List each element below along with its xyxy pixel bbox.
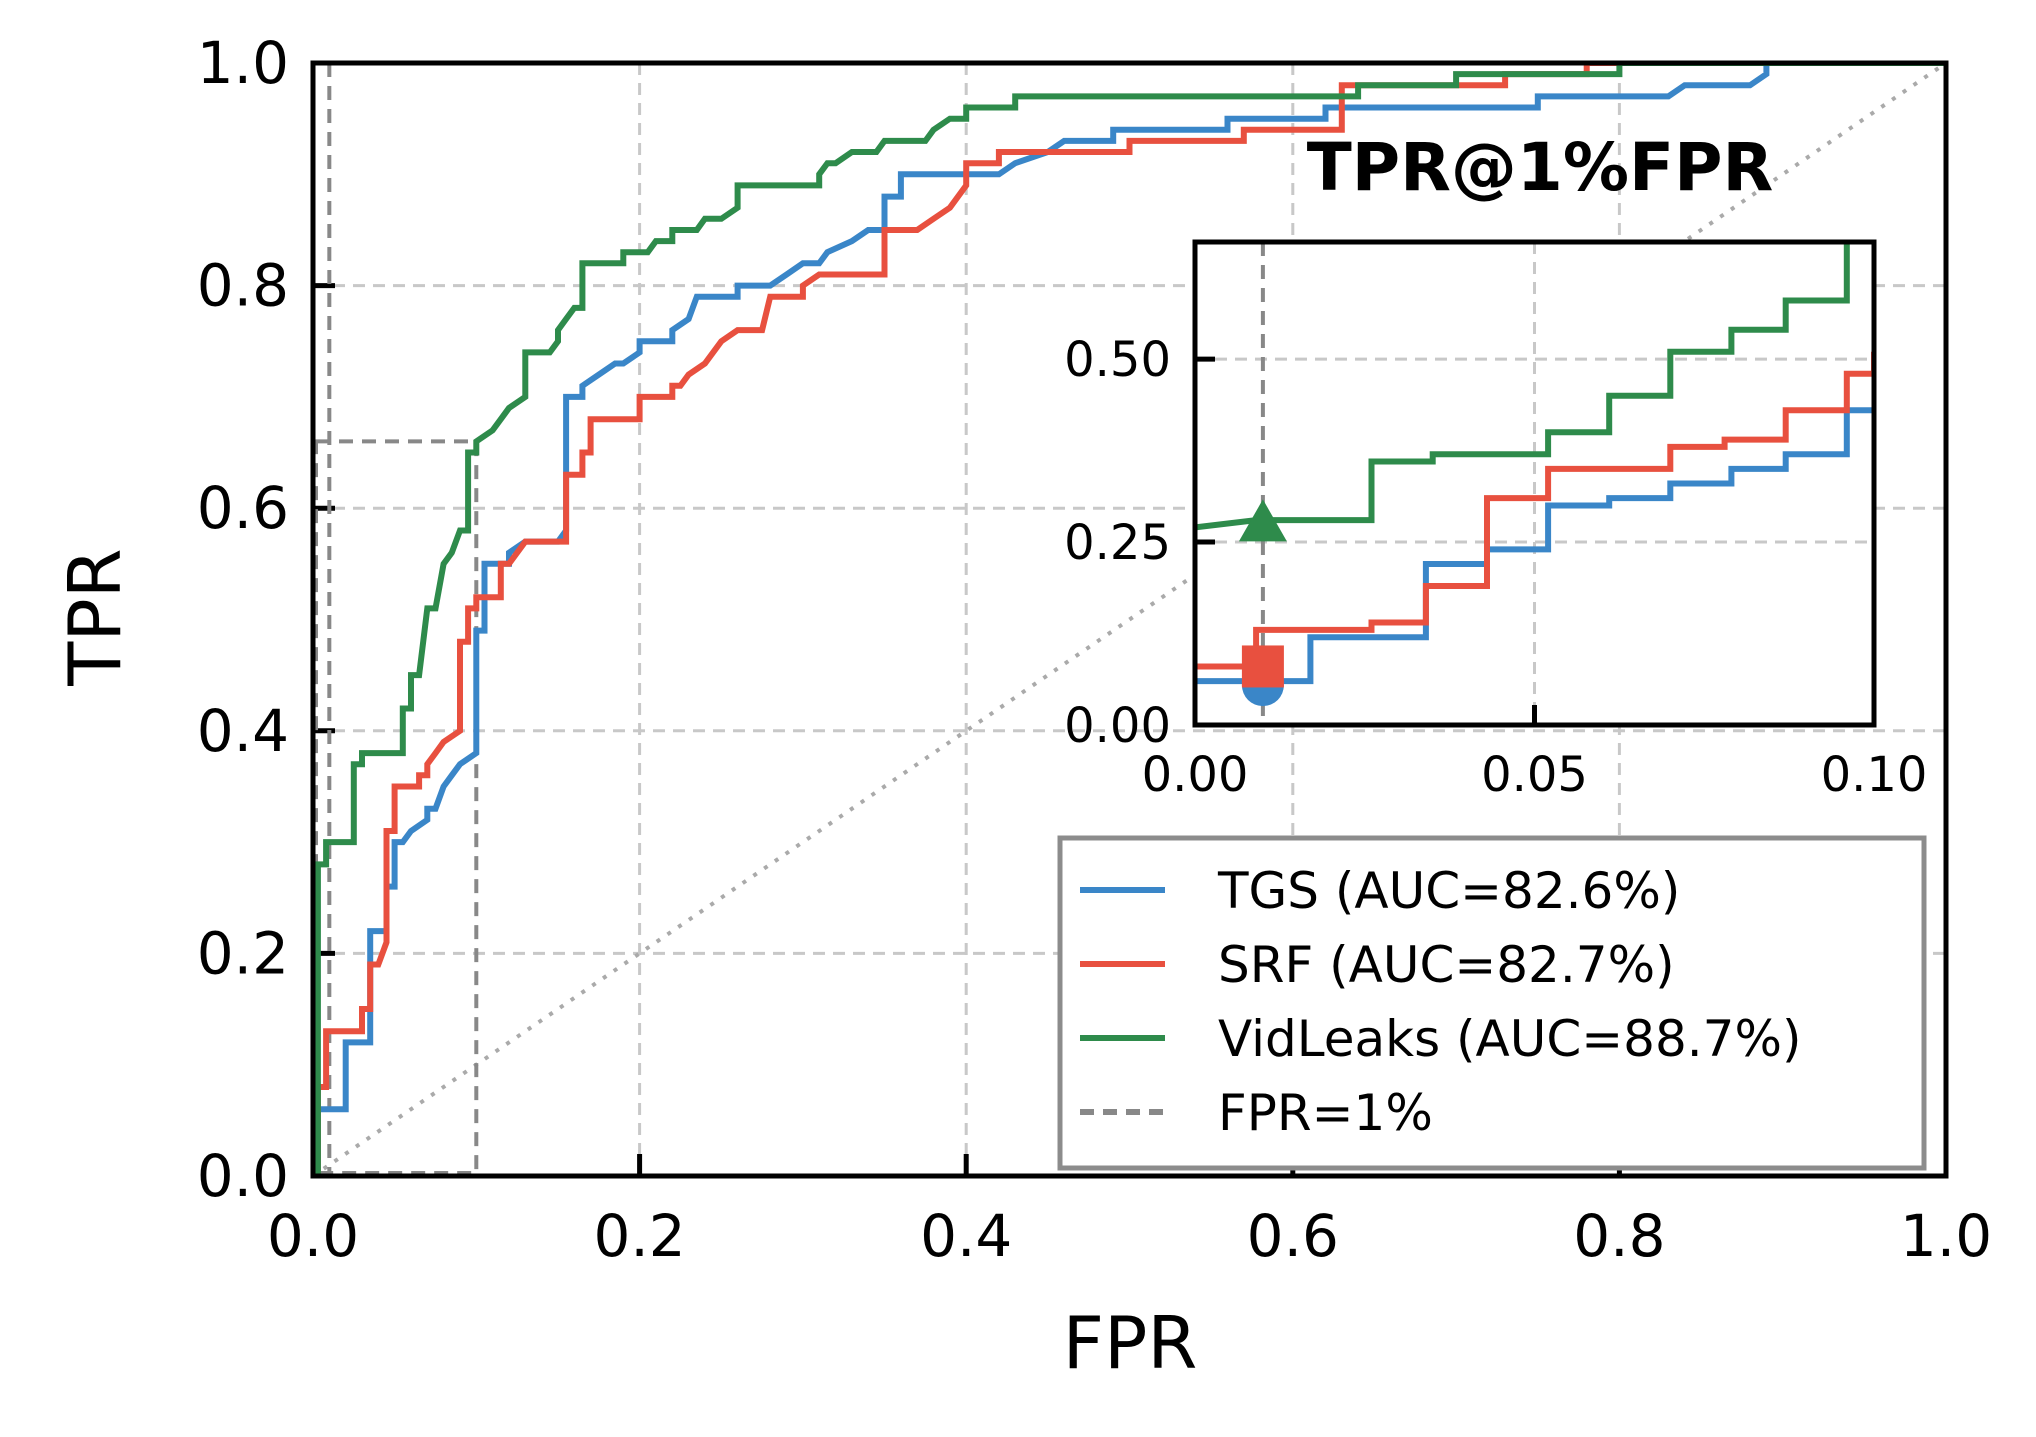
legend-label: TGS (AUC=82.6%) bbox=[1217, 862, 1680, 920]
inset-frame bbox=[1192, 239, 1877, 728]
inset-marker-vidleaks bbox=[1238, 499, 1287, 542]
y-tick-label: 0.6 bbox=[197, 474, 289, 542]
series-line-tgs bbox=[313, 63, 1946, 1176]
inset-x-tick-label: 0.10 bbox=[1821, 747, 1928, 803]
legend-label: VidLeaks (AUC=88.7%) bbox=[1218, 1010, 1801, 1068]
legend-box bbox=[1057, 835, 1927, 1171]
inset-marker-srf bbox=[1241, 645, 1284, 688]
x-tick-label: 0.0 bbox=[267, 1202, 359, 1270]
inset-plot: 0.00 0.05 0.10 0.00 0.25 0.50 bbox=[1064, 239, 1928, 803]
inset-x-tick-label: 0.00 bbox=[1142, 747, 1249, 803]
inset-y-tick-label: 0.25 bbox=[1064, 515, 1171, 571]
plot-frame bbox=[310, 60, 1949, 1179]
x-tick-label: 0.6 bbox=[1247, 1202, 1339, 1270]
y-tick-label: 0.4 bbox=[197, 697, 289, 765]
series-line-vidleaks bbox=[313, 63, 1946, 1176]
y-tick-label: 0.8 bbox=[197, 252, 289, 320]
x-tick-label: 0.2 bbox=[593, 1202, 685, 1270]
inset-series-line-vidleaks bbox=[1195, 242, 1850, 531]
inset-y-tick-label: 0.00 bbox=[1064, 698, 1171, 754]
inset-title: TPR@1%FPR bbox=[1307, 129, 1774, 206]
x-axis-title: FPR bbox=[1063, 1301, 1198, 1385]
x-tick-label: 1.0 bbox=[1900, 1202, 1992, 1270]
legend: TGS (AUC=82.6%) SRF (AUC=82.7%) VidLeaks (… bbox=[1057, 835, 1927, 1171]
chance-line bbox=[313, 63, 1946, 1176]
inset-x-tick-label: 0.05 bbox=[1481, 747, 1588, 803]
y-tick-label: 0.0 bbox=[197, 1142, 289, 1210]
x-tick-label: 0.8 bbox=[1573, 1202, 1665, 1270]
legend-label: SRF (AUC=82.7%) bbox=[1218, 936, 1675, 994]
x-tick-label: 0.4 bbox=[920, 1202, 1012, 1270]
y-tick-label: 1.0 bbox=[197, 29, 289, 97]
series-line-srf bbox=[313, 63, 1946, 1176]
inset-series-line-srf bbox=[1195, 351, 1874, 670]
legend-label: FPR=1% bbox=[1218, 1084, 1433, 1142]
inset-y-tick-label: 0.50 bbox=[1064, 332, 1171, 388]
y-tick-label: 0.2 bbox=[197, 919, 289, 987]
zoom-region-box bbox=[314, 439, 479, 1176]
y-axis-title: TPR bbox=[53, 548, 137, 686]
